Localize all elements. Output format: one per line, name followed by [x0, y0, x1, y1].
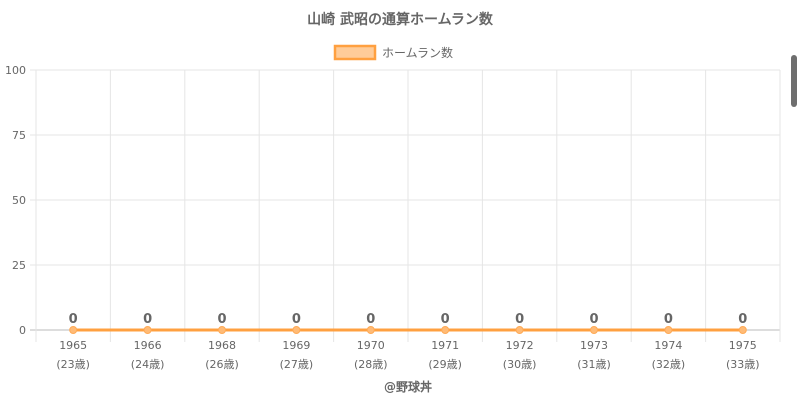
x-tick-sublabel: (31歳)	[577, 358, 611, 371]
legend-swatch	[333, 44, 377, 61]
data-label: 0	[441, 312, 450, 327]
data-point	[590, 326, 598, 334]
data-label: 0	[515, 312, 524, 327]
data-point	[143, 326, 152, 334]
data-point	[515, 326, 524, 334]
scrollbar[interactable]	[791, 55, 797, 107]
data-point	[218, 326, 226, 334]
data-label: 0	[366, 312, 375, 327]
x-tick-label: 1969	[282, 339, 310, 352]
x-tick-sublabel: (29歳)	[428, 358, 462, 371]
y-tick-label: 0	[19, 324, 26, 337]
chart-title: 山崎 武昭の通算ホームラン数	[307, 11, 494, 28]
x-tick-label: 1970	[357, 339, 385, 352]
y-tick-label: 50	[12, 194, 26, 207]
x-tick-label: 1972	[506, 339, 534, 352]
x-tick-sublabel: (23歳)	[56, 358, 90, 371]
data-label: 0	[69, 312, 78, 327]
x-tick-sublabel: (27歳)	[280, 358, 314, 371]
x-tick-label: 1971	[431, 339, 459, 352]
y-tick-label: 75	[12, 129, 26, 142]
x-tick-sublabel: (33歳)	[726, 358, 760, 371]
data-point	[366, 326, 375, 334]
x-tick-sublabel: (30歳)	[503, 358, 537, 371]
x-tick-label: 1966	[134, 339, 162, 352]
data-label: 0	[292, 312, 301, 327]
x-tick-sublabel: (24歳)	[131, 358, 165, 371]
data-label: 0	[589, 312, 598, 327]
x-tick-label: 1975	[729, 339, 757, 352]
x-tick-sublabel: (26歳)	[205, 358, 239, 371]
y-tick-label: 100	[5, 64, 26, 77]
x-tick-label: 1968	[208, 339, 236, 352]
x-tick-label: 1974	[654, 339, 682, 352]
x-tick-sublabel: (32歳)	[652, 358, 686, 371]
y-tick-label: 25	[12, 259, 26, 272]
credit: @野球丼	[384, 379, 432, 394]
data-label: 0	[738, 312, 747, 327]
x-tick-sublabel: (28歳)	[354, 358, 388, 371]
x-tick-label: 1965	[59, 339, 87, 352]
legend-label: ホームラン数	[382, 45, 453, 60]
data-label: 0	[664, 312, 673, 327]
data-point	[441, 326, 450, 334]
data-point	[664, 326, 673, 334]
data-point	[738, 326, 747, 334]
data-label: 0	[217, 312, 226, 327]
data-label: 0	[143, 312, 152, 327]
x-tick-label: 1973	[580, 339, 608, 352]
data-point	[292, 326, 301, 334]
legend: ホームラン数	[333, 44, 453, 61]
data-point	[69, 326, 78, 334]
